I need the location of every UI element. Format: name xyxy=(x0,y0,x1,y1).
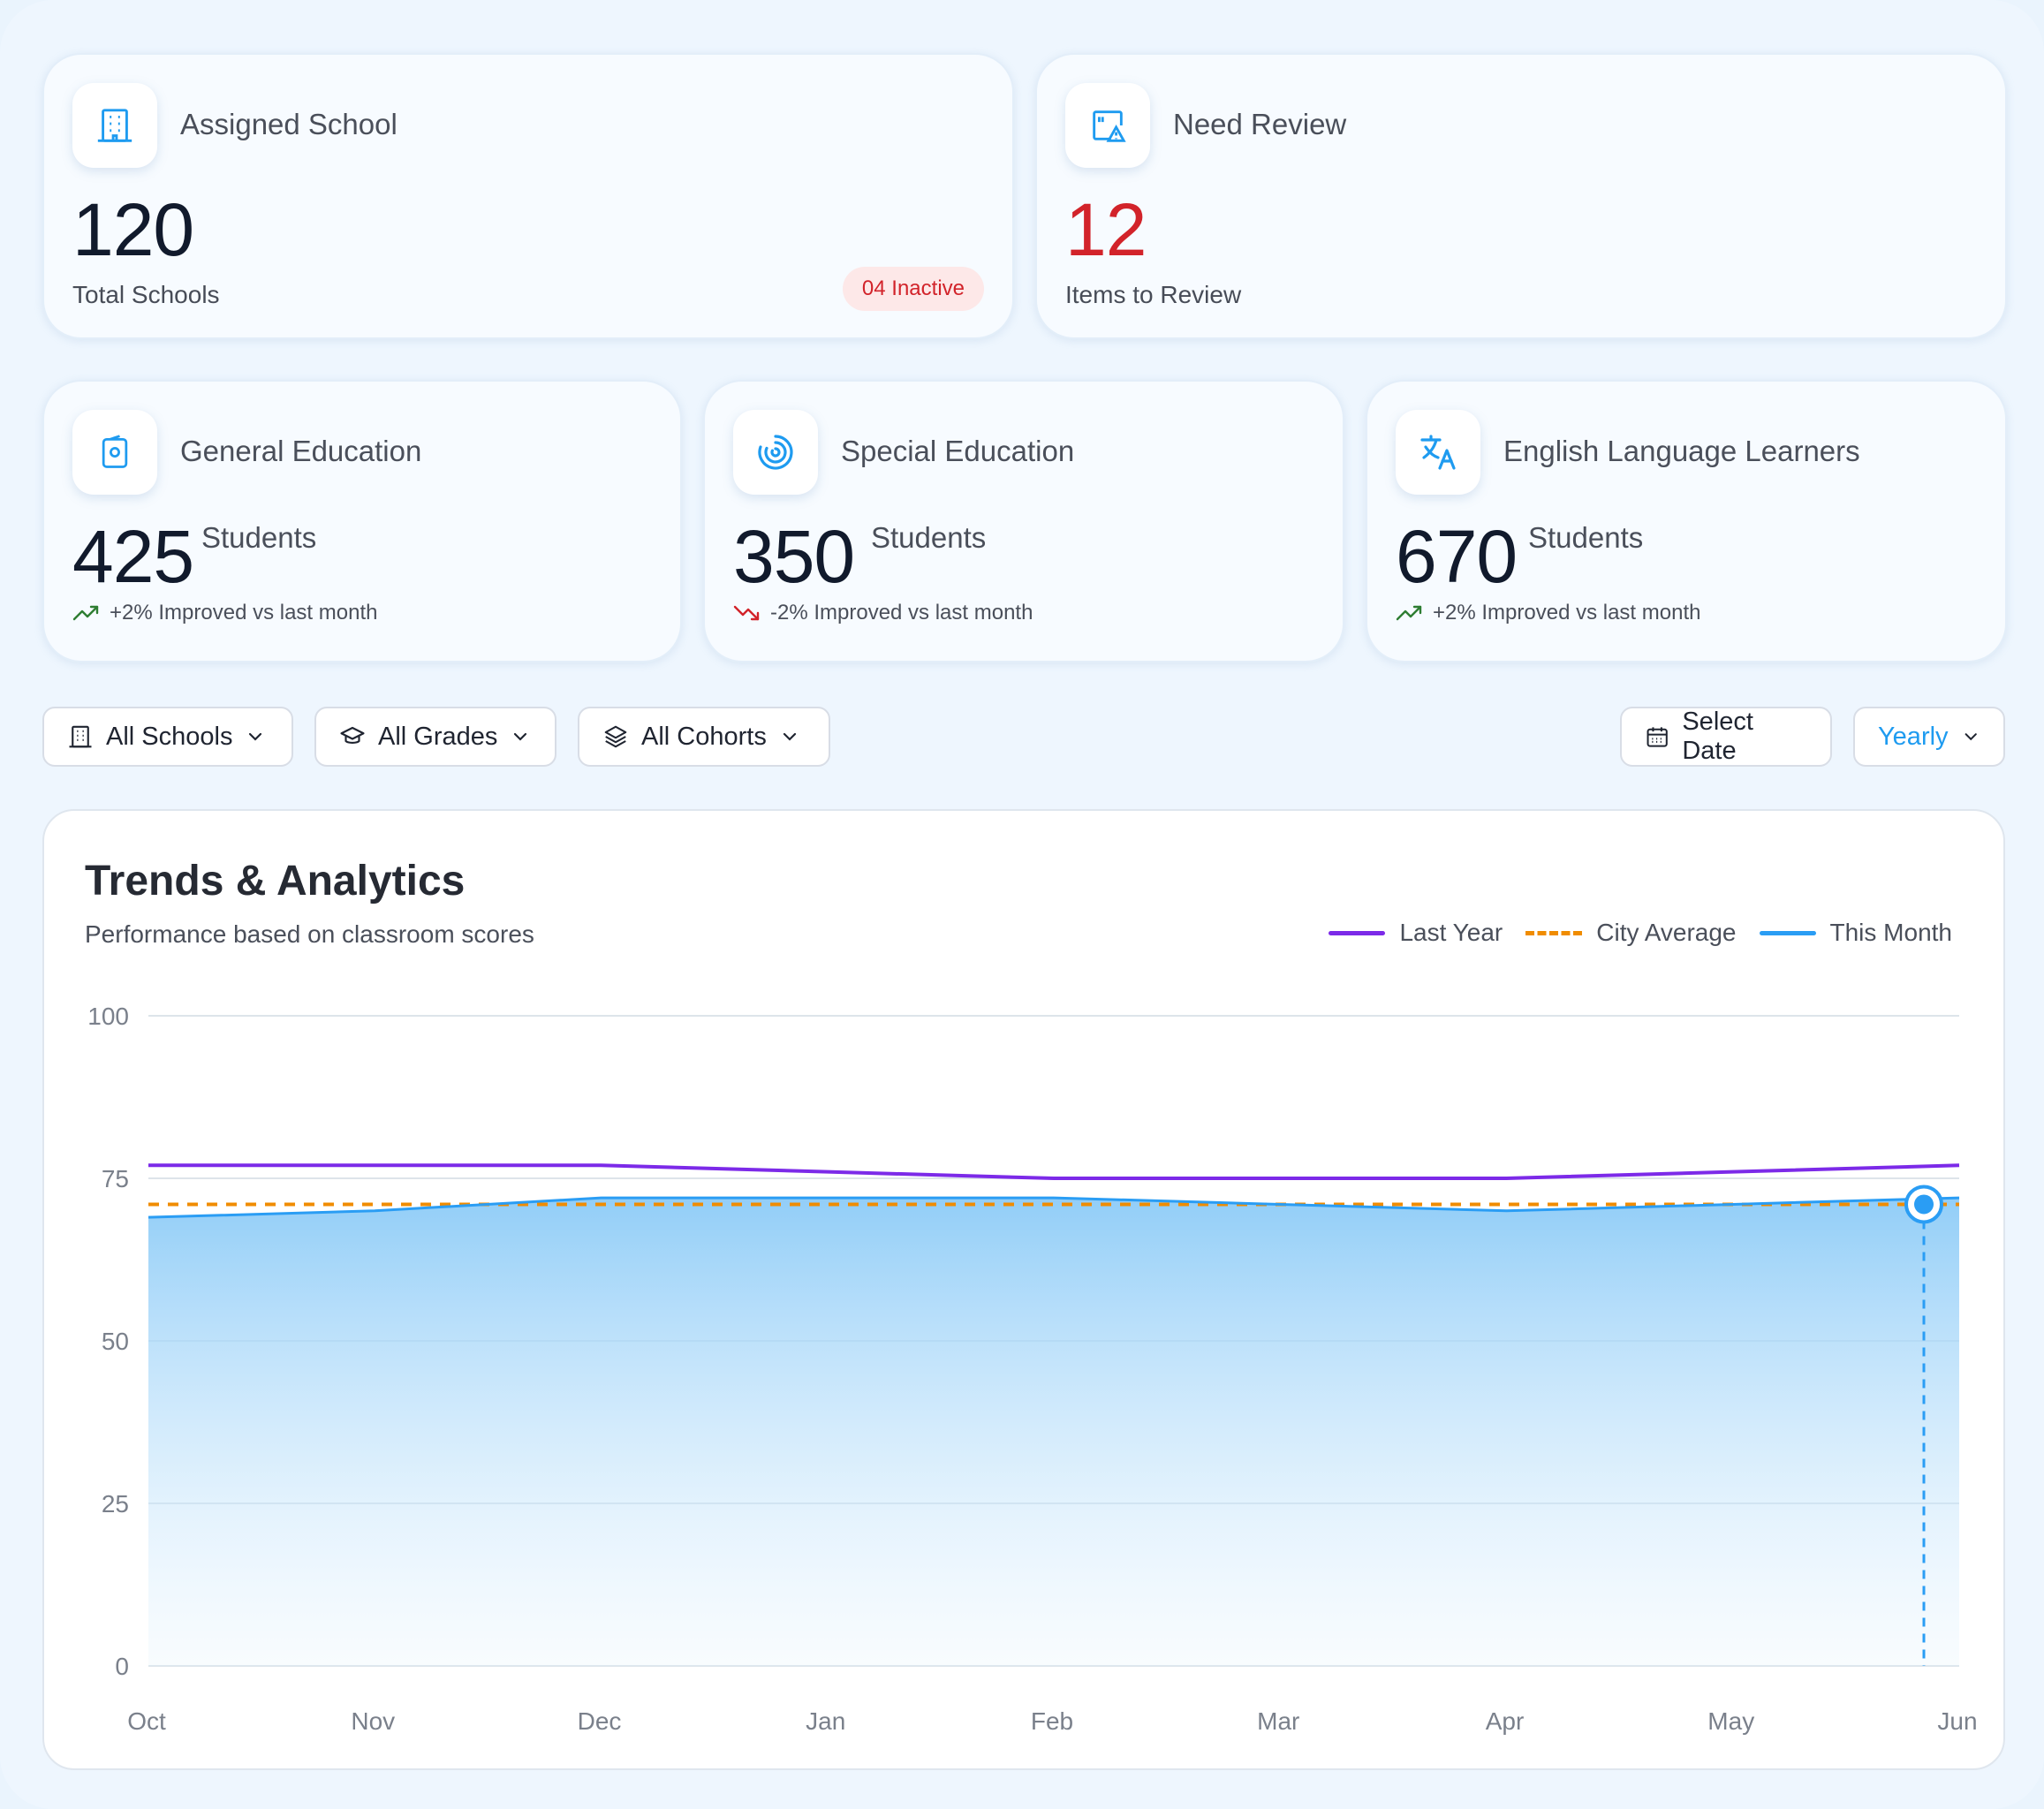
y-tick-label: 100 xyxy=(87,1003,129,1030)
card-title: Need Review xyxy=(1173,108,1347,140)
y-tick-label: 50 xyxy=(102,1328,129,1355)
x-tick-label: Jun xyxy=(1937,1707,1977,1735)
chart-title: Trends & Analytics xyxy=(85,858,466,904)
trend-text: +2% Improved vs last month xyxy=(1433,601,1701,624)
students-value: 425 xyxy=(72,515,194,598)
trends-analytics-card: Trends & Analytics Performance based on … xyxy=(42,809,2005,1770)
layers-icon xyxy=(604,725,627,748)
y-tick-label: 75 xyxy=(102,1165,129,1192)
graduation-cap-icon xyxy=(340,726,365,744)
total-schools-value: 120 xyxy=(72,188,194,271)
dropdown-label: All Grades xyxy=(378,722,498,751)
x-tick-label: Nov xyxy=(351,1707,395,1735)
x-tick-label: Feb xyxy=(1031,1707,1073,1735)
x-tick-label: Oct xyxy=(127,1707,166,1735)
all-schools-dropdown[interactable]: All Schools xyxy=(42,707,293,767)
legend-swatch xyxy=(1329,930,1386,935)
x-tick-label: May xyxy=(1707,1707,1754,1735)
this-month-line xyxy=(148,1196,1960,1219)
button-label: Select Date xyxy=(1682,708,1753,765)
chart-legend: Last Year City Average This Month xyxy=(1329,919,1952,947)
card-title: General Education xyxy=(180,435,422,467)
review-count-value: 12 xyxy=(1065,188,1147,271)
trend-row: +2% Improved vs last month xyxy=(1396,601,1700,625)
card-subtitle: Total Schools xyxy=(72,281,220,308)
legend-label: This Month xyxy=(1829,919,1953,946)
y-tick-label: 0 xyxy=(115,1653,129,1680)
students-unit: Students xyxy=(871,521,987,554)
building-icon xyxy=(69,725,92,748)
trend-row: +2% Improved vs last month xyxy=(72,601,377,625)
last-year-line xyxy=(148,1163,1960,1180)
x-tick-label: Dec xyxy=(578,1707,622,1735)
students-unit: Students xyxy=(201,521,317,554)
calendar-icon xyxy=(1647,727,1668,747)
trend-row: -2% Improved vs last month xyxy=(733,601,1033,625)
dropdown-label: All Cohorts xyxy=(641,722,767,751)
y-tick-label: 25 xyxy=(102,1490,129,1518)
legend-label: City Average xyxy=(1596,919,1737,946)
building-icon xyxy=(72,83,157,168)
image-warning-icon xyxy=(1065,83,1150,168)
card-subtitle: Items to Review xyxy=(1065,281,1242,308)
all-grades-dropdown[interactable]: All Grades xyxy=(314,707,556,767)
english-learners-card[interactable]: English Language Learners 670 Students +… xyxy=(1366,380,2007,662)
chevron-down-icon xyxy=(783,732,796,741)
assigned-school-card[interactable]: Assigned School 120 Total Schools 04 Ina… xyxy=(42,53,1014,339)
legend-swatch xyxy=(1525,930,1583,935)
card-title: English Language Learners xyxy=(1503,435,1860,467)
trend-up-icon xyxy=(1396,605,1422,621)
all-cohorts-dropdown[interactable]: All Cohorts xyxy=(578,707,830,767)
select-date-button[interactable]: Select Date xyxy=(1620,707,1832,767)
this-month-area xyxy=(148,1198,1959,1666)
students-value: 670 xyxy=(1396,515,1518,598)
need-review-card[interactable]: Need Review 12 Items to Review xyxy=(1035,53,2007,339)
highlight-point[interactable] xyxy=(1914,1194,1934,1215)
special-education-card[interactable]: Special Education 350 Students -2% Impro… xyxy=(703,380,1344,662)
badge-card-icon xyxy=(72,410,157,495)
x-tick-label: Apr xyxy=(1486,1707,1525,1735)
trend-text: +2% Improved vs last month xyxy=(110,601,378,624)
translate-icon xyxy=(1396,410,1480,495)
trend-down-icon xyxy=(733,605,760,621)
trend-up-icon xyxy=(72,605,99,621)
legend-item-city-average[interactable]: City Average xyxy=(1525,919,1737,947)
chevron-down-icon xyxy=(249,732,262,741)
trend-chart[interactable]: 0 25 50 75 100 Oct Nov Dec Jan Feb Mar Apr May Jun xyxy=(44,811,2003,1768)
spinner-circle-icon xyxy=(733,410,818,495)
trend-text: -2% Improved vs last month xyxy=(770,601,1033,624)
card-title: Assigned School xyxy=(180,108,397,140)
chevron-down-icon xyxy=(514,732,527,741)
general-education-card[interactable]: General Education 425 Students +2% Impro… xyxy=(42,380,682,662)
chart-subtitle: Performance based on classroom scores xyxy=(85,920,534,948)
card-title: Special Education xyxy=(841,435,1075,467)
legend-item-last-year[interactable]: Last Year xyxy=(1329,919,1503,947)
legend-item-this-month[interactable]: This Month xyxy=(1759,919,1953,947)
legend-label: Last Year xyxy=(1399,919,1503,946)
x-tick-label: Jan xyxy=(806,1707,845,1735)
dropdown-label: Yearly xyxy=(1878,722,1949,751)
period-dropdown[interactable]: Yearly xyxy=(1853,707,2005,767)
dropdown-label: All Schools xyxy=(106,722,233,751)
x-tick-label: Mar xyxy=(1257,1707,1299,1735)
legend-swatch xyxy=(1759,930,1816,935)
chevron-down-icon xyxy=(1965,733,1977,741)
inactive-badge[interactable]: 04 Inactive xyxy=(842,267,984,311)
students-value: 350 xyxy=(733,515,855,598)
students-unit: Students xyxy=(1528,521,1644,554)
